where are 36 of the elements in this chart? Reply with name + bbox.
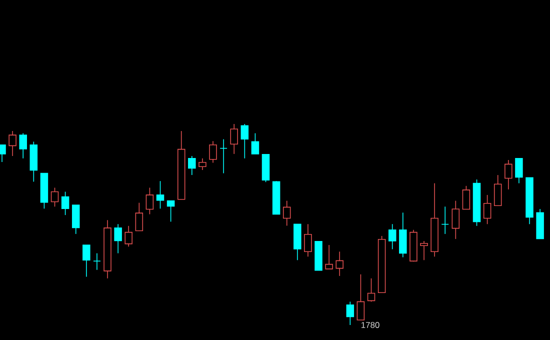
candlestick [230, 124, 238, 154]
candlestick [282, 200, 291, 226]
candlestick [515, 158, 523, 184]
candlestick [61, 191, 70, 216]
candlestick [388, 224, 396, 250]
candlestick [114, 224, 122, 254]
candlestick [367, 278, 376, 302]
candlestick [420, 240, 428, 260]
candlestick [346, 301, 354, 326]
candlestick [251, 132, 260, 154]
candlestick [198, 158, 206, 170]
candlestick [19, 132, 27, 159]
candlestick [146, 187, 154, 215]
candlestick [504, 160, 512, 190]
candlestick [93, 252, 101, 270]
candlestick [188, 156, 196, 176]
candlestick [462, 186, 470, 210]
candlestick [209, 140, 217, 164]
candlestick [399, 212, 407, 258]
candlestick [494, 174, 502, 206]
candlestick [356, 274, 365, 320]
candlestick [156, 180, 164, 210]
annotation: 1780 [361, 322, 380, 328]
candlestick [72, 204, 80, 234]
candlestick [124, 226, 132, 248]
candlestick [8, 130, 16, 156]
candlestick [240, 124, 249, 159]
candlestick [304, 224, 312, 258]
candlestick [452, 200, 460, 240]
candlestick [336, 251, 344, 276]
candlestick [166, 200, 175, 222]
candlestick [50, 187, 59, 208]
candlestick [135, 202, 144, 232]
candlestick [82, 244, 90, 278]
candlestick [483, 194, 492, 224]
candlestick [325, 244, 333, 270]
